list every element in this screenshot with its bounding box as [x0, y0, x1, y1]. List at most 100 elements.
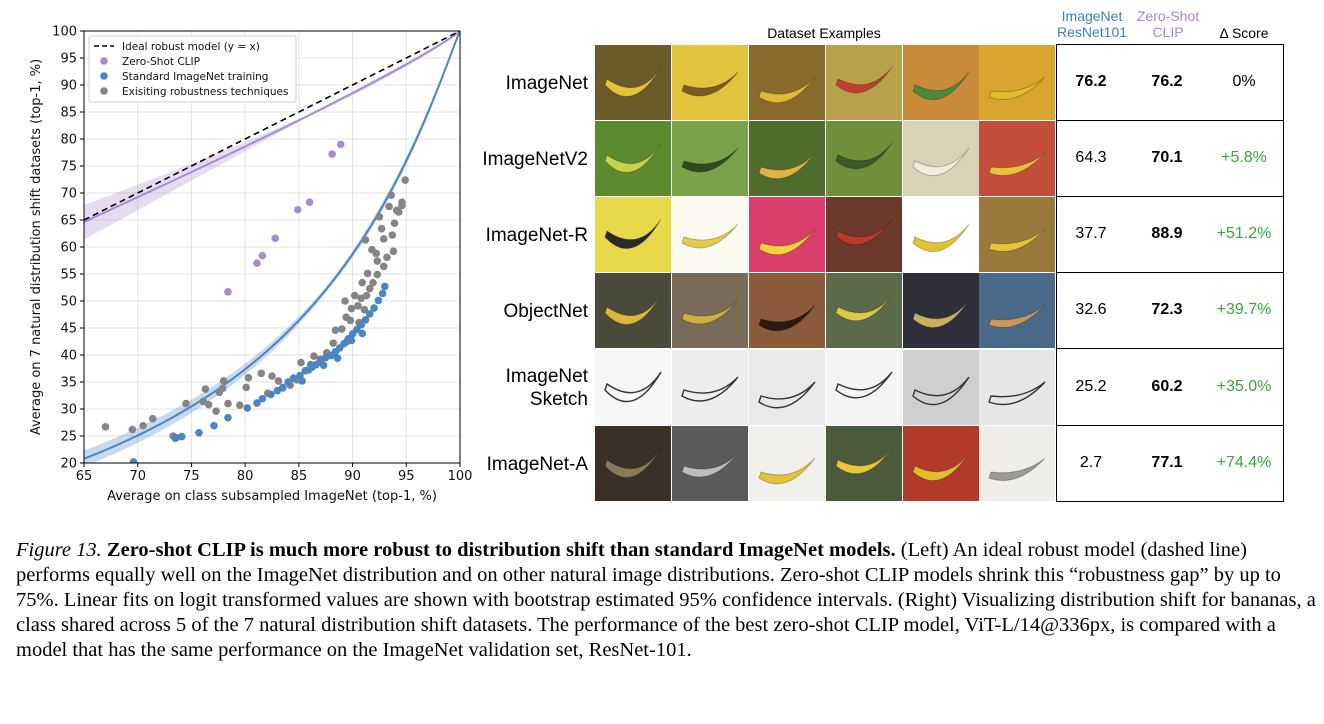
caption-title: Zero-shot CLIP is much more robust to di… [106, 539, 896, 561]
row-label: ImageNet Sketch [430, 365, 588, 411]
row-label: ObjectNet [430, 300, 588, 323]
legend-robust-swatch [100, 87, 108, 95]
standard-point [319, 361, 328, 370]
dataset-example-image [672, 197, 748, 272]
row-divider [1056, 425, 1283, 426]
row-label: ImageNet [430, 72, 588, 95]
standard-point [253, 399, 261, 407]
robust-point [218, 384, 227, 393]
y-tick-label: 60 [60, 241, 77, 256]
banana-icon [681, 299, 739, 325]
robust-point [310, 352, 318, 360]
y-tick-label: 20 [60, 457, 77, 472]
row-divider [1056, 196, 1283, 197]
dataset-example-image [903, 197, 979, 272]
robustness-scatter-chart: 65 70 75 80 85 90 95 100 20 25 30 35 40 45 50 55 60 65 70 7… [29, 25, 473, 505]
banana-icon [835, 218, 893, 246]
dataset-example-image [749, 350, 825, 425]
x-tick-label: 100 [448, 469, 473, 484]
robust-point [242, 383, 251, 392]
resnet-header-line-1: ImageNet [1061, 8, 1123, 24]
y-axis-label: Average on 7 natural distribution shift … [29, 59, 44, 435]
banana-icon [912, 71, 970, 101]
standard-point [347, 336, 356, 345]
ideal-robust-line [83, 30, 461, 221]
standard-point [365, 310, 374, 318]
standard-point [258, 394, 267, 403]
dataset-example-image [749, 121, 825, 196]
standard-point [210, 421, 218, 430]
banana-icon [758, 381, 816, 409]
dataset-example-image [595, 273, 671, 348]
dataset-example-image [903, 350, 979, 425]
dataset-example-image [903, 121, 979, 196]
banana-icon [681, 452, 739, 478]
standard-point [171, 434, 180, 442]
robust-point [379, 262, 388, 271]
clip-point [328, 150, 336, 158]
robust-point [257, 369, 266, 378]
standard-point [358, 329, 367, 338]
clip-score: 70.1 [1151, 149, 1183, 166]
robust-point [204, 400, 213, 409]
delta-score: +51.2% [1216, 225, 1272, 242]
banana-icon [988, 152, 1046, 176]
dataset-example-image [749, 45, 825, 120]
dataset-example-image [826, 273, 902, 348]
robust-point [274, 377, 283, 385]
row-label-line: ImageNet [505, 72, 588, 94]
dataset-example-image [979, 426, 1055, 501]
y-tick-label: 95 [60, 52, 77, 67]
y-tick-label: 90 [60, 79, 77, 94]
robust-point [354, 302, 362, 310]
robust-point [379, 235, 388, 243]
standard-point [357, 320, 365, 329]
robust-point [372, 249, 381, 258]
delta-score: 0% [1232, 73, 1256, 90]
standard-point [243, 404, 252, 412]
banana-icon [604, 447, 662, 479]
resnet-header-line-2: ResNet101 [1056, 24, 1128, 40]
table-side-border [1283, 44, 1284, 502]
clip-score: 60.2 [1151, 378, 1183, 395]
row-label: ImageNet-R [430, 224, 588, 247]
robust-point [297, 358, 305, 367]
banana-icon [988, 228, 1046, 252]
robust-point [385, 202, 393, 211]
robust-point [331, 326, 340, 334]
clip-point [253, 259, 261, 268]
clip-point [271, 234, 280, 243]
banana-icon [912, 147, 970, 177]
y-tick-label: 50 [60, 295, 77, 310]
banana-icon [988, 304, 1046, 328]
row-label: ImageNetV2 [430, 148, 588, 171]
banana-icon [988, 381, 1046, 406]
standard-point [381, 282, 389, 291]
standard-point [177, 432, 186, 441]
legend-clip-swatch [100, 57, 108, 65]
row-divider [1056, 501, 1283, 502]
robust-point [387, 191, 396, 199]
banana-icon [758, 152, 816, 180]
y-tick-label: 70 [60, 187, 77, 202]
banana-icon [604, 142, 662, 174]
robust-point [373, 257, 382, 265]
row-divider [1056, 120, 1283, 121]
dataset-example-image [595, 426, 671, 501]
robust-point [347, 304, 356, 313]
delta-score: +39.7% [1216, 301, 1272, 318]
robust-point [360, 305, 369, 314]
delta-score: +5.8% [1221, 149, 1267, 166]
robust-point [358, 278, 367, 287]
row-divider [1056, 348, 1283, 349]
clip-fit-line [84, 31, 460, 223]
dataset-examples-table: Dataset Examples ImageNet ResNet101 Zero… [430, 8, 1284, 502]
dataset-example-image [826, 45, 902, 120]
dataset-example-image [979, 273, 1055, 348]
robust-point [365, 284, 374, 293]
legend-entry: Zero-Shot CLIP [122, 56, 200, 68]
dataset-example-image [826, 350, 902, 425]
robust-point [244, 373, 253, 382]
standard-point [333, 354, 342, 363]
robust-point [369, 278, 377, 287]
